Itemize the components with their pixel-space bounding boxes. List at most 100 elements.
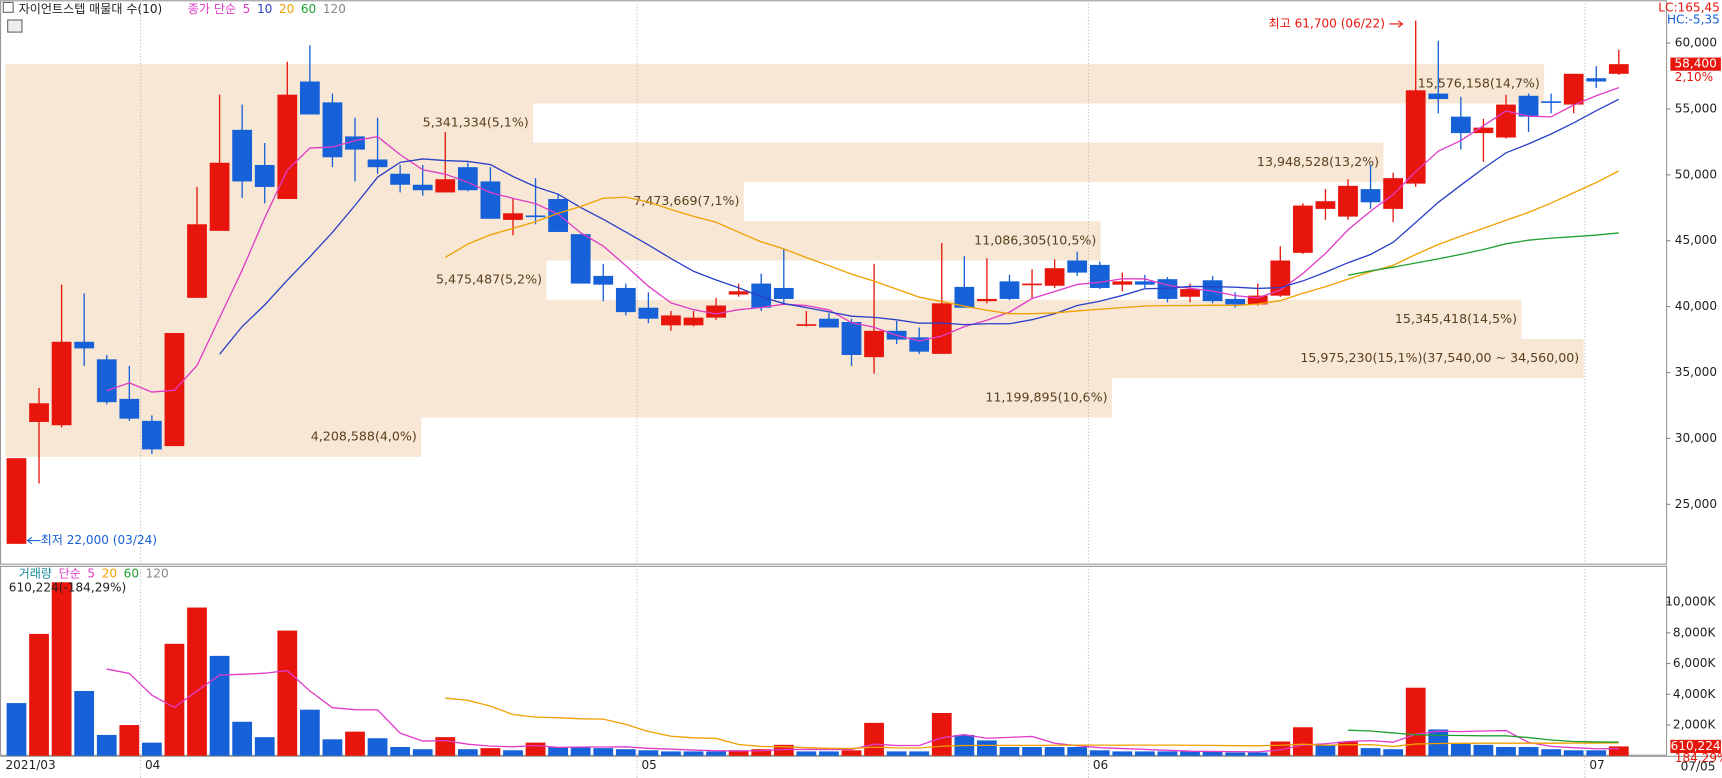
price-ma-line [219,98,1620,355]
volume-bar [277,630,298,756]
candle-body [1022,283,1042,286]
candle-body [435,179,456,193]
y-tick-label: 50,000 [1675,167,1717,181]
volume-bar [886,751,907,756]
candle-body [548,199,568,232]
candle-body [525,215,546,218]
candle-body [728,291,749,295]
volume-bar [480,748,501,756]
candle-body [1247,295,1268,305]
candle-body [909,337,930,352]
volume-last: 610,224(-184,29%) [9,580,126,594]
volume-bar [164,643,185,756]
profile-band [5,417,422,457]
candle-body [683,317,704,326]
volume-bar [1450,743,1471,756]
volume-bar [773,744,794,756]
candle-body [1089,264,1110,288]
profile-band [5,64,1545,104]
candle-body [661,315,681,326]
candle-body [864,330,884,358]
profile-label: 4,208,588(4,0%) [311,429,417,444]
volume-legend: 거래량 단순 5 20 60 120 [19,566,169,580]
candle-body [1405,90,1426,184]
volume-bar [1541,749,1562,756]
volume-bar [841,750,862,756]
volume-bar [1473,744,1494,756]
ma-legend: 종가 단순 5 10 20 60 120 [188,2,346,16]
volume-bar [51,582,72,756]
candle-body [773,287,794,299]
candle-body [1044,268,1065,286]
y-tick-label: 35,000 [1675,365,1717,379]
candle-body [1428,93,1449,100]
profile-label: 11,086,305(10,5%) [974,232,1096,247]
candle-body [570,234,591,284]
candle-body [706,305,726,318]
candle-body [1496,104,1516,138]
candle-body [503,213,523,220]
volume-bar [909,751,930,756]
volume-bar [1338,741,1358,756]
candle-body [187,224,207,298]
volume-bar [1157,751,1178,756]
volume-bar [615,749,636,756]
volume-legend-period: 120 [146,566,169,580]
volume-legend-label: 단순 [59,566,81,580]
candle-body [977,298,997,302]
volume-bar [1135,751,1155,756]
volume-bar [931,712,952,756]
volume-bar [706,751,726,756]
volume-tick-label: 10,000K [1665,595,1716,609]
ma-legend-period: 5 [243,2,251,16]
menu-icon[interactable] [2,1,14,13]
ma-legend-period: 60 [301,2,316,16]
volume-bar [457,749,478,756]
low-arrow [26,536,41,545]
price-ma-line [106,87,1619,393]
price-tag-change: 2,10% [1675,70,1713,84]
volume-bar [1383,749,1404,756]
table-icon[interactable] [7,19,23,33]
profile-label: 11,199,895(10,6%) [985,389,1107,404]
ma-legend-period: 20 [279,2,294,16]
candle-body [1225,298,1246,305]
candle-body [796,324,817,326]
volume-bar [1022,747,1042,756]
candle-body [615,287,636,313]
volume-bar [593,748,614,756]
candle-body [1292,205,1313,253]
candle-body [1360,189,1381,203]
candle-body [1383,178,1404,209]
volume-bar [119,725,140,756]
profile-label: 5,475,487(5,2%) [436,272,542,287]
high-annotation: 최고 61,700 (06/22) [1269,16,1385,30]
profile-label: 13,948,528(13,2%) [1257,154,1379,169]
candle-body [322,102,343,158]
profile-label: 5,341,334(5,1%) [423,115,529,130]
volume-bar [254,737,275,756]
candle-body [51,341,72,426]
profile-label: 7,473,669(7,1%) [633,193,739,208]
volume-bar [1225,752,1246,756]
candle-body [1067,260,1088,273]
x-tick-label: 04 [145,758,160,772]
candle-body [29,403,49,422]
candle-body [999,281,1020,299]
candle-body [931,303,952,354]
volume-bar [322,739,343,756]
volume-bar [570,747,591,756]
volume-bar [1202,751,1223,756]
volume-tick-label: 8,000K [1673,625,1717,639]
candle-body [119,398,140,419]
candle-body [819,318,839,328]
volume-bar [232,721,253,756]
low-annotation: 최저 22,000 (03/24) [41,533,157,547]
candle-body [1518,95,1539,117]
y-tick-label: 40,000 [1675,299,1717,313]
volume-bar [977,740,997,756]
volume-tick-label: 2,000K [1673,718,1717,732]
volume-bar [74,691,95,756]
volume-bar [6,703,27,756]
